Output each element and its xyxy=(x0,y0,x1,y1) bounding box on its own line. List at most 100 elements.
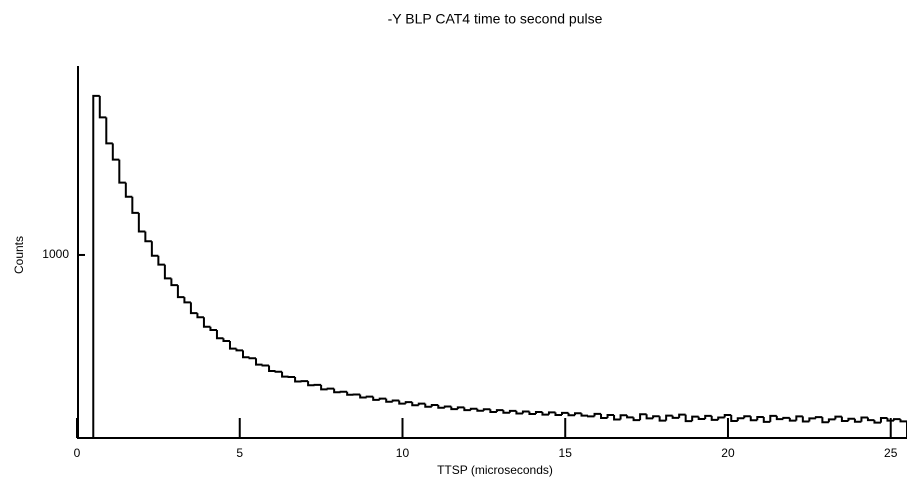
histogram-bin xyxy=(508,409,517,413)
histogram-bin xyxy=(769,414,777,422)
x-tick-label: 25 xyxy=(884,446,898,460)
histogram-bin xyxy=(144,231,152,243)
histogram-bin xyxy=(697,416,706,420)
histogram-bin xyxy=(593,412,602,417)
histogram-bin xyxy=(131,196,139,214)
histogram-bin xyxy=(456,406,465,410)
histogram-bin xyxy=(268,365,276,373)
histogram-bin xyxy=(118,159,126,184)
histogram-bin xyxy=(626,415,634,419)
histogram-bin xyxy=(157,255,165,266)
x-tick-label: 20 xyxy=(721,446,735,460)
histogram-bin xyxy=(795,415,803,421)
x-axis-label: TTSP (microseconds) xyxy=(437,463,553,477)
histogram-bin xyxy=(137,212,146,233)
histogram-bin xyxy=(235,348,243,352)
histogram-bin xyxy=(853,418,862,423)
histogram-bin xyxy=(365,395,374,398)
y-tick-label: 1000 xyxy=(42,247,69,261)
histogram-bin xyxy=(248,357,257,360)
histogram-bin xyxy=(691,415,699,422)
histogram-bin xyxy=(515,410,523,415)
x-tick-label: 10 xyxy=(396,446,410,460)
histogram-bin xyxy=(775,415,784,421)
histogram-bin xyxy=(756,415,764,421)
histogram-bin xyxy=(424,403,432,408)
histogram-bin xyxy=(307,381,315,387)
histogram-bin xyxy=(411,402,419,407)
histogram-bin xyxy=(196,313,204,319)
histogram-bin xyxy=(827,418,836,423)
histogram-bin xyxy=(567,412,575,417)
histogram-bin xyxy=(294,377,302,383)
histogram-bin xyxy=(274,370,283,373)
histogram-bin xyxy=(645,414,654,420)
histogram-bin xyxy=(749,416,758,422)
histogram-bin xyxy=(782,416,790,420)
histogram-bin xyxy=(554,412,562,416)
histogram-bin xyxy=(678,413,686,418)
histogram-bin xyxy=(242,350,250,359)
histogram-bin xyxy=(574,412,582,416)
histogram-bin xyxy=(281,371,289,378)
histogram-bin xyxy=(743,415,751,419)
histogram-bin xyxy=(378,397,387,400)
x-tick-label: 5 xyxy=(236,446,243,460)
histogram-bin xyxy=(606,413,615,419)
histogram-bin xyxy=(398,400,406,405)
histogram-bin xyxy=(124,182,133,198)
histogram-bin xyxy=(339,390,348,393)
histogram-bin xyxy=(391,399,400,402)
histogram-bin xyxy=(320,384,328,391)
histogram-bin xyxy=(92,94,100,438)
histogram-bin xyxy=(170,278,178,287)
histogram-bin xyxy=(372,396,380,401)
histogram-bin xyxy=(547,411,556,415)
histogram-bin xyxy=(326,387,335,390)
histogram-bin xyxy=(560,411,569,415)
histogram-bin xyxy=(736,417,745,421)
histogram-bin xyxy=(717,416,725,420)
histogram-bin xyxy=(600,413,608,420)
histogram-bin xyxy=(163,264,172,280)
histogram-bin xyxy=(534,411,543,415)
histogram-bin xyxy=(788,417,797,422)
histogram-bin xyxy=(417,402,426,406)
histogram-bin xyxy=(613,414,621,421)
histogram-bin xyxy=(665,414,673,421)
histogram-bin xyxy=(476,408,484,412)
histogram-bin xyxy=(873,420,881,424)
histogram-bin xyxy=(222,338,230,342)
histogram-bin xyxy=(541,412,549,416)
histogram-bin xyxy=(495,409,504,413)
histogram-bin xyxy=(847,417,855,421)
histogram-bin xyxy=(437,405,445,409)
histogram-bin xyxy=(430,404,439,407)
histogram-bin xyxy=(528,411,536,416)
histogram-bin xyxy=(209,326,217,332)
histogram-bin xyxy=(469,407,478,411)
histogram-bin xyxy=(834,415,842,420)
histogram-bin xyxy=(482,408,491,411)
histogram-bin xyxy=(463,407,471,412)
histogram-bin xyxy=(98,95,107,119)
histogram-bin xyxy=(704,414,712,419)
histogram-bin xyxy=(866,417,875,422)
histogram-bin xyxy=(261,364,270,367)
histogram-bin xyxy=(879,417,888,423)
histogram-bin xyxy=(723,413,732,418)
y-axis-label: Counts xyxy=(12,236,26,274)
histogram-bin xyxy=(886,418,894,422)
histogram-bin xyxy=(730,414,738,422)
histogram-bin xyxy=(801,416,810,423)
histogram-bin xyxy=(385,398,393,403)
histogram-bin xyxy=(899,419,907,438)
x-tick-label: 0 xyxy=(74,446,81,460)
histogram-bin xyxy=(502,410,510,414)
histogram-bin xyxy=(359,394,367,399)
histogram-bin xyxy=(189,302,198,315)
chart-title: -Y BLP CAT4 time to second pulse xyxy=(388,11,603,27)
histogram-bin xyxy=(105,117,113,145)
